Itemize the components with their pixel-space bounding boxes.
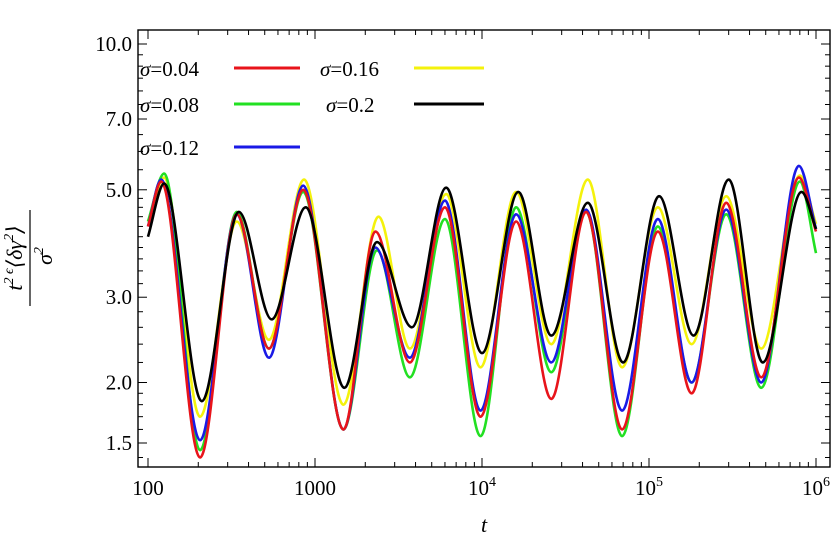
y-tick-label: 7.0 (106, 107, 132, 131)
series-line-3 (146, 164, 818, 442)
x-tick-label: 100 (132, 476, 164, 500)
legend-label: σ=0.2 (326, 93, 374, 117)
y-label-denominator: σ (32, 253, 57, 265)
y-tick-label: 5.0 (106, 178, 132, 202)
series-line-5 (146, 178, 818, 403)
x-tick-label: 1000 (294, 476, 336, 500)
y-label-numerator: ⟨δγ (2, 240, 27, 269)
y-tick-label: 3.0 (106, 285, 132, 309)
x-tick-label: 104 (468, 475, 496, 500)
legend-label: σ=0.08 (140, 93, 199, 117)
svg-text:t2 ϵ⟨δγ2⟩: t2 ϵ⟨δγ2⟩ (2, 225, 27, 290)
plot-frame (137, 29, 831, 468)
y-axis-label: t2 ϵ⟨δγ2⟩ σ2 (2, 210, 57, 306)
y-tick-label: 10.0 (95, 32, 132, 56)
y-label-numerator-close: ⟩ (2, 225, 27, 235)
y-tick-label: 1.5 (106, 431, 132, 455)
svg-text:σ2: σ2 (32, 247, 57, 265)
x-axis: 100 1000 104 105 106 (132, 30, 830, 500)
y-label-numerator-sup: 2 (2, 234, 17, 241)
legend-label: σ=0.04 (140, 57, 199, 81)
legend-label: σ=0.16 (320, 57, 379, 81)
x-tick-label: 106 (802, 475, 830, 500)
y-tick-label: 2.0 (106, 370, 132, 394)
y-label-denominator-sup: 2 (32, 247, 47, 254)
x-axis-label: t (481, 512, 488, 537)
y-axis: 1.5 2.0 3.0 5.0 7.0 10.0 (95, 32, 830, 459)
series-layer (146, 164, 818, 459)
series-line-4 (146, 174, 818, 418)
y-label-base: t (2, 284, 27, 291)
series-line-1 (146, 176, 818, 459)
y-label-exponent: 2 ϵ (2, 267, 17, 285)
legend: σ=0.04 σ=0.08 σ=0.12 σ=0.16 σ=0.2 (140, 57, 484, 160)
legend-label: σ=0.12 (140, 136, 199, 160)
x-tick-label: 105 (635, 475, 663, 500)
